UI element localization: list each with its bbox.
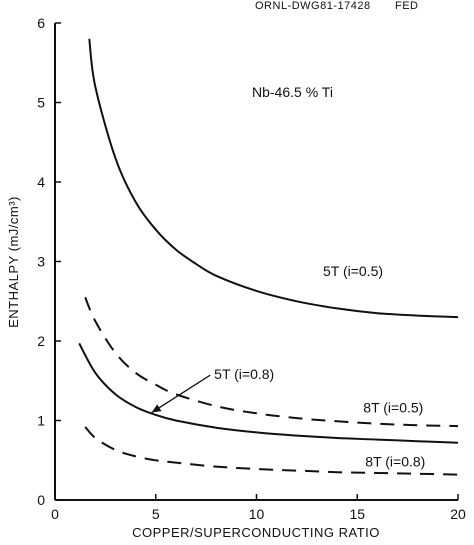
y-tick-label: 1 — [37, 413, 45, 429]
label-arrow-line — [151, 374, 211, 414]
x-tick-label: 15 — [349, 506, 365, 522]
series-label-3: 5T (i=0.8) — [214, 366, 274, 382]
series-label-2: 8T (i=0.5) — [363, 400, 423, 416]
y-tick-label: 5 — [37, 95, 45, 111]
x-tick-label: 20 — [450, 506, 466, 522]
series-label-4: 8T (i=0.8) — [365, 454, 425, 470]
series-group — [78, 38, 459, 476]
y-axis-title: ENTHALPY (mJ/cm³) — [6, 196, 21, 328]
series-line-1 — [88, 38, 459, 319]
x-axis-title: COPPER/SUPERCONDUCTING RATIO — [132, 525, 380, 540]
label-arrow-head — [151, 404, 162, 413]
y-tick-label: 6 — [37, 15, 45, 31]
series-line-3 — [78, 342, 459, 444]
material-annotation: Nb-46.5 % Ti — [252, 84, 333, 100]
drawing-code: FED — [395, 0, 419, 12]
y-tick-label: 4 — [37, 174, 45, 190]
series-line-4 — [84, 426, 459, 476]
axis-ticks: 0 5 10 15 20 0 1 2 3 4 5 6 — [37, 15, 466, 522]
x-tick-label: 10 — [249, 506, 265, 522]
x-tick-label: 0 — [51, 506, 59, 522]
drawing-number: ORNL-DWG81-17428 — [255, 0, 371, 12]
x-tick-label: 5 — [152, 506, 160, 522]
series-labels: 5T (i=0.5) 8T (i=0.5) 5T (i=0.8) 8T (i=0.8) — [151, 263, 425, 470]
series-label-1: 5T (i=0.5) — [323, 263, 383, 279]
y-tick-label: 0 — [37, 492, 45, 508]
y-tick-label: 2 — [37, 333, 45, 349]
y-tick-label: 3 — [37, 254, 45, 270]
